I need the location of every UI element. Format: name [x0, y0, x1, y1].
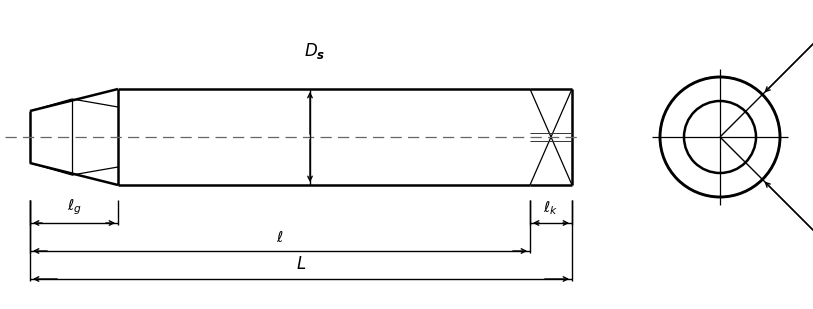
Text: $L$: $L$: [296, 255, 307, 273]
Text: $\ell_\mathregular{k}$: $\ell_\mathregular{k}$: [544, 199, 559, 217]
Text: $D_\mathregular{s}$: $D_\mathregular{s}$: [304, 41, 326, 61]
Text: $\ell_\mathregular{g}$: $\ell_\mathregular{g}$: [67, 197, 81, 217]
Text: $\ell$: $\ell$: [276, 230, 284, 245]
